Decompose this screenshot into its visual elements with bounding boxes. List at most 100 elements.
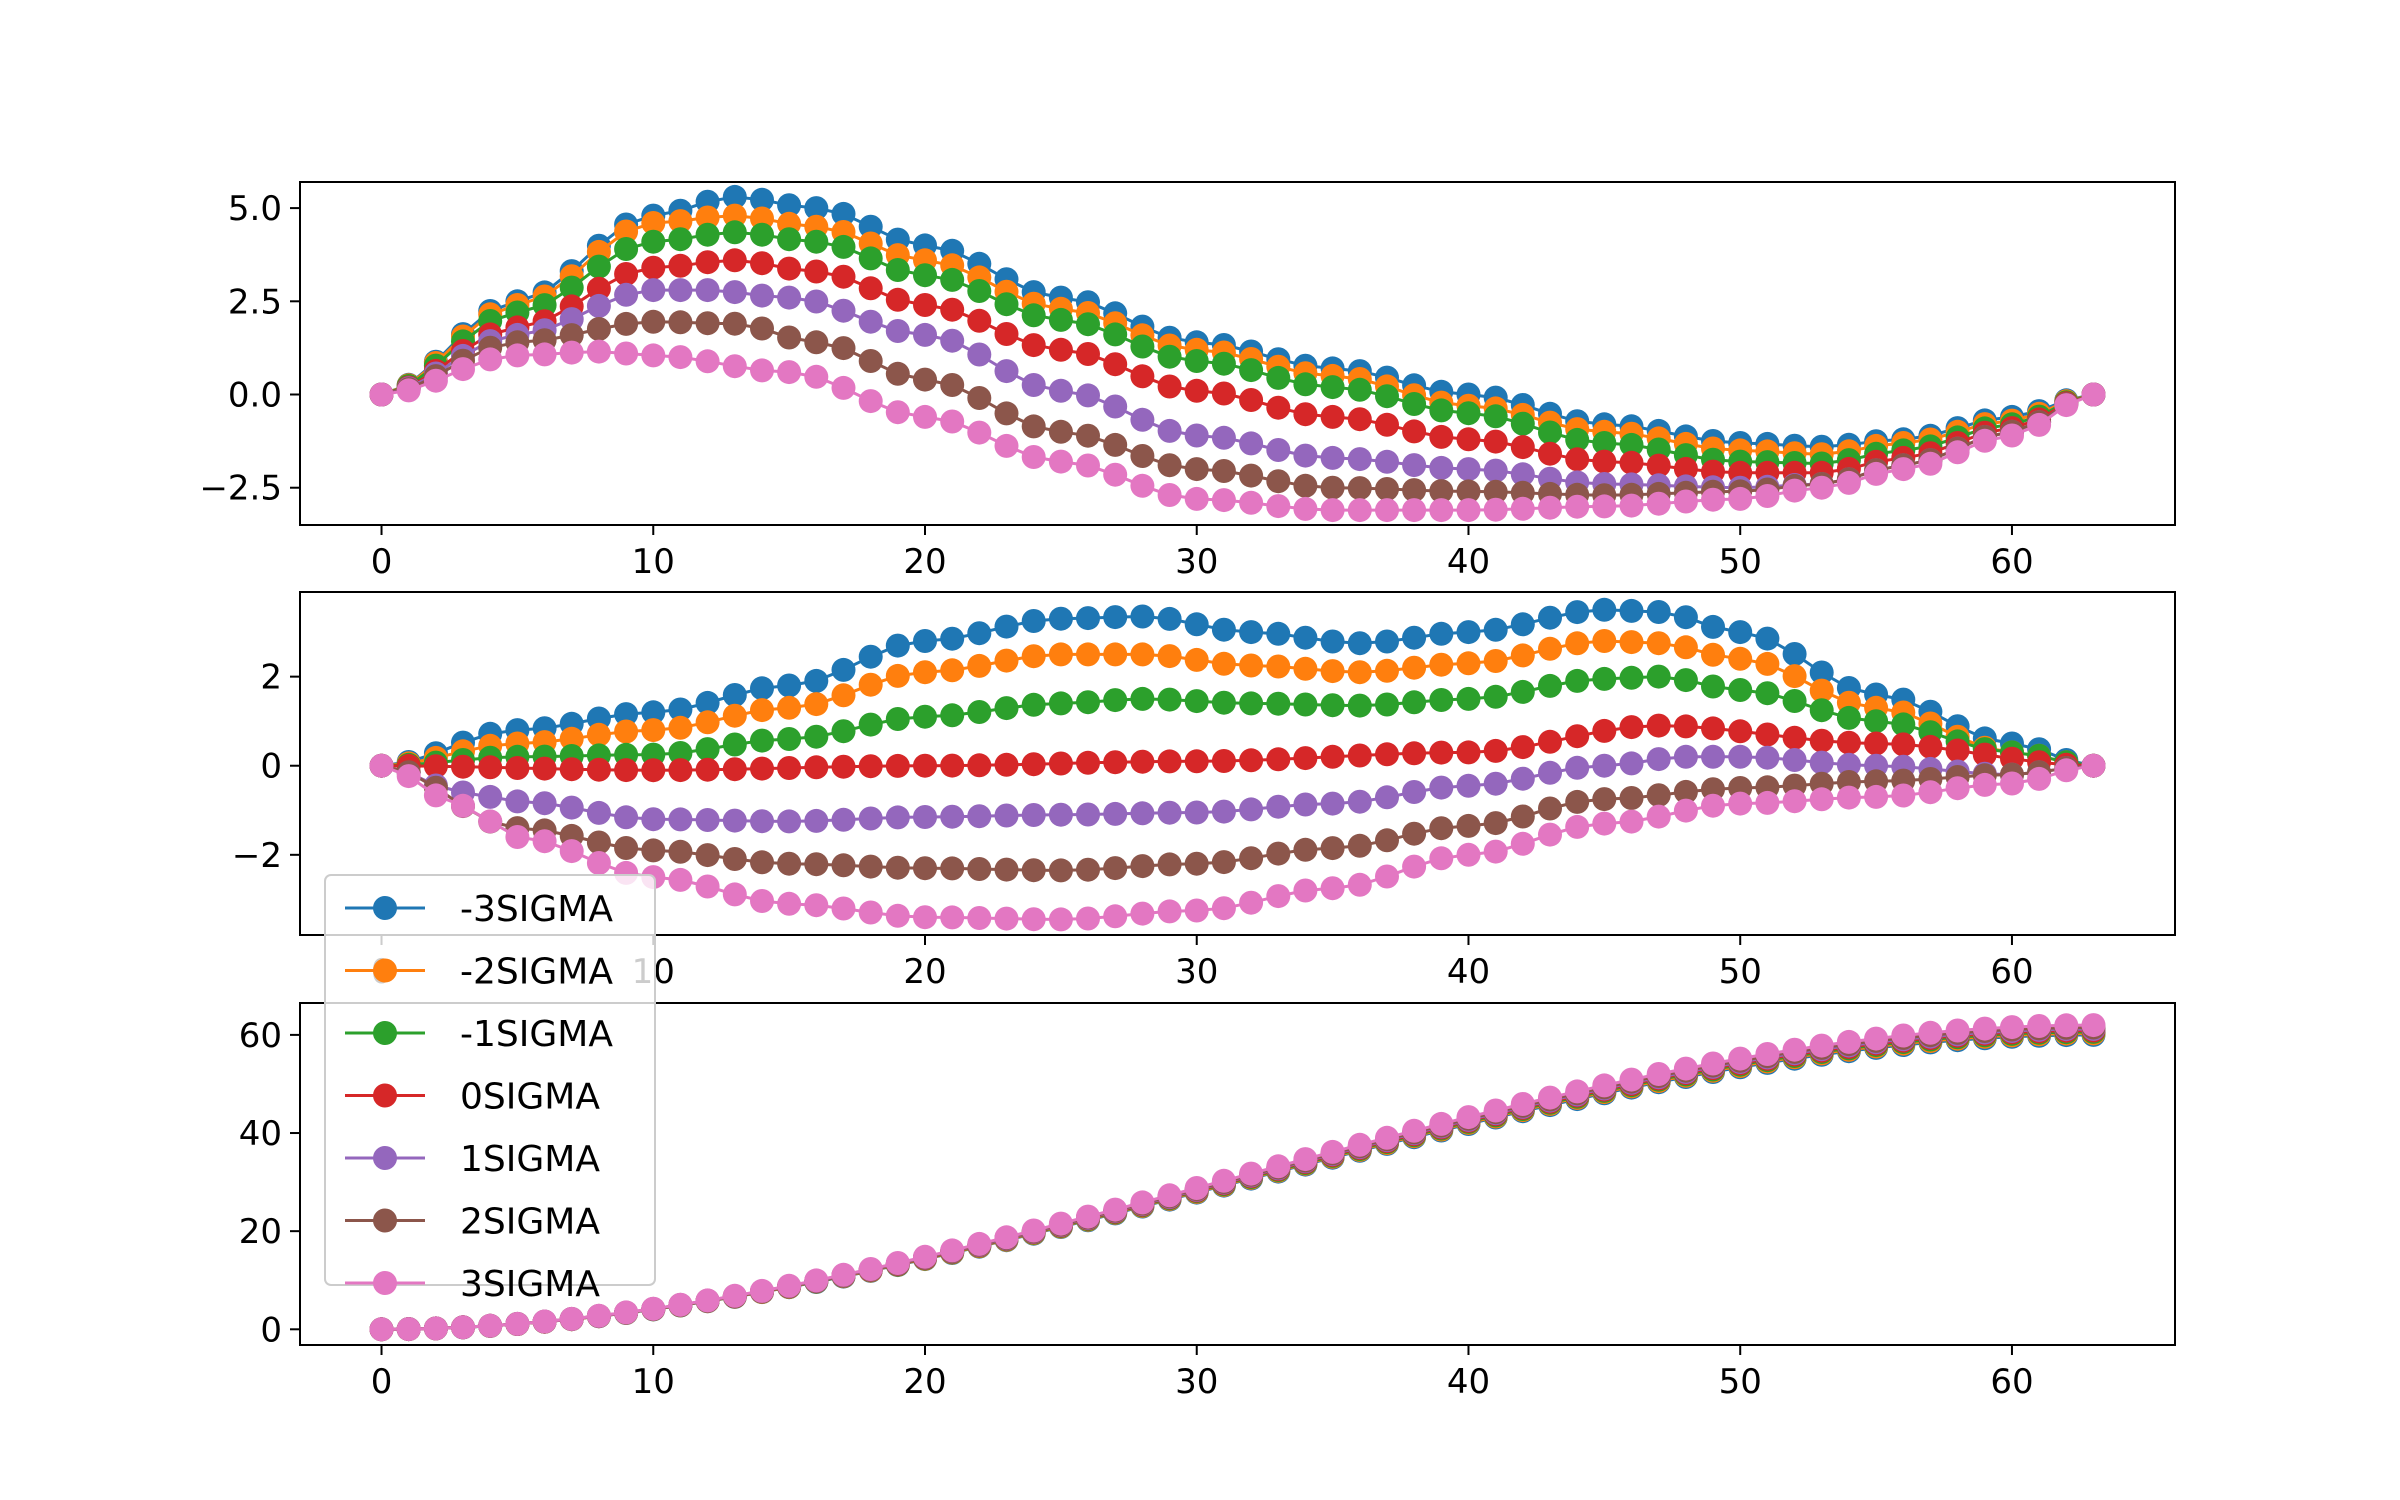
data-point xyxy=(1211,749,1236,773)
series-line xyxy=(381,230,2094,466)
data-point xyxy=(1402,690,1427,715)
data-point xyxy=(1347,407,1372,432)
data-point xyxy=(586,339,611,364)
data-point xyxy=(1646,453,1671,478)
data-point xyxy=(1347,833,1372,858)
data-point xyxy=(1157,899,1182,924)
data-point xyxy=(1076,606,1100,631)
data-point xyxy=(750,756,774,781)
data-point xyxy=(1266,747,1291,772)
data-point xyxy=(1320,498,1345,523)
data-point xyxy=(1945,776,1970,801)
data-point xyxy=(586,851,611,875)
data-point xyxy=(831,1262,856,1287)
legend-marker xyxy=(373,1146,397,1170)
data-point xyxy=(1538,636,1562,661)
data-point xyxy=(641,718,666,743)
data-point xyxy=(695,757,720,782)
data-point xyxy=(750,283,774,308)
series-3SIGMA xyxy=(369,753,2106,932)
data-point xyxy=(668,1292,693,1317)
data-point xyxy=(1646,747,1671,772)
data-point xyxy=(1565,427,1590,452)
data-point xyxy=(1483,684,1508,709)
data-point xyxy=(641,229,666,254)
data-point xyxy=(1402,741,1427,766)
data-point xyxy=(1375,629,1399,654)
data-point xyxy=(1184,851,1209,876)
data-point xyxy=(1103,432,1128,457)
data-point xyxy=(885,855,910,880)
data-point xyxy=(614,282,639,307)
data-point xyxy=(2054,1013,2079,1038)
data-point xyxy=(559,323,584,348)
data-point xyxy=(1266,691,1291,716)
data-point xyxy=(1103,688,1128,713)
data-point xyxy=(1510,804,1535,829)
legend-label: -2SIGMA xyxy=(460,952,613,993)
data-point xyxy=(1456,651,1481,676)
data-point xyxy=(1239,1161,1264,1186)
data-point xyxy=(1483,479,1508,504)
data-point xyxy=(858,349,883,373)
x-tick-label: 60 xyxy=(1990,542,2033,582)
data-point xyxy=(1836,470,1861,495)
data-point xyxy=(1293,1147,1318,1172)
data-point xyxy=(831,807,856,832)
data-point xyxy=(532,791,557,816)
legend-label: 3SIGMA xyxy=(460,1264,600,1305)
legend-entry: 1SIGMA xyxy=(345,1139,600,1180)
series-line xyxy=(381,350,2095,512)
data-point xyxy=(1266,794,1291,819)
y-tick-label: 60 xyxy=(239,1016,282,1056)
data-point xyxy=(1483,617,1508,642)
data-point xyxy=(396,764,421,789)
data-point xyxy=(1809,678,1834,703)
data-point xyxy=(1048,337,1073,362)
data-point xyxy=(1619,450,1644,475)
axes-frame xyxy=(299,1002,2176,1346)
data-point xyxy=(1945,738,1970,763)
data-point xyxy=(1239,748,1264,773)
data-point xyxy=(668,697,693,722)
data-point xyxy=(1646,664,1671,689)
y-tick-label: 40 xyxy=(239,1114,282,1154)
data-point xyxy=(777,193,802,218)
series-0SIGMA xyxy=(369,713,2106,783)
data-point xyxy=(1836,1029,1861,1054)
legend-box xyxy=(324,874,656,1286)
data-point xyxy=(1510,411,1535,436)
x-tick-label: 30 xyxy=(1175,542,1218,582)
data-point xyxy=(1782,689,1807,713)
x-tick-label: 40 xyxy=(1447,542,1490,582)
data-point xyxy=(722,703,747,728)
data-point xyxy=(1646,1062,1671,1086)
data-point xyxy=(1375,658,1399,683)
data-point xyxy=(1456,842,1481,867)
data-point xyxy=(722,732,747,757)
data-point xyxy=(1673,1056,1698,1081)
y-tick-label: 20 xyxy=(239,1212,282,1252)
data-point xyxy=(1157,453,1182,478)
data-point xyxy=(1293,443,1318,468)
legend-marker xyxy=(373,1021,397,1045)
data-point xyxy=(1456,457,1481,482)
data-point xyxy=(913,322,937,347)
data-point xyxy=(913,629,937,653)
data-point xyxy=(1538,441,1562,466)
data-point xyxy=(1701,674,1725,699)
data-point xyxy=(1918,1020,1943,1045)
data-point xyxy=(1429,455,1454,480)
data-point xyxy=(1592,597,1617,622)
data-point xyxy=(1130,854,1155,879)
data-point xyxy=(1619,751,1644,776)
data-point xyxy=(1211,799,1236,824)
data-point xyxy=(831,298,856,323)
data-point xyxy=(1239,890,1264,915)
data-point xyxy=(1375,498,1399,523)
data-point xyxy=(1565,814,1590,839)
data-point xyxy=(1048,642,1073,667)
data-point xyxy=(1673,635,1698,660)
data-point xyxy=(777,256,802,281)
data-point xyxy=(695,349,720,374)
